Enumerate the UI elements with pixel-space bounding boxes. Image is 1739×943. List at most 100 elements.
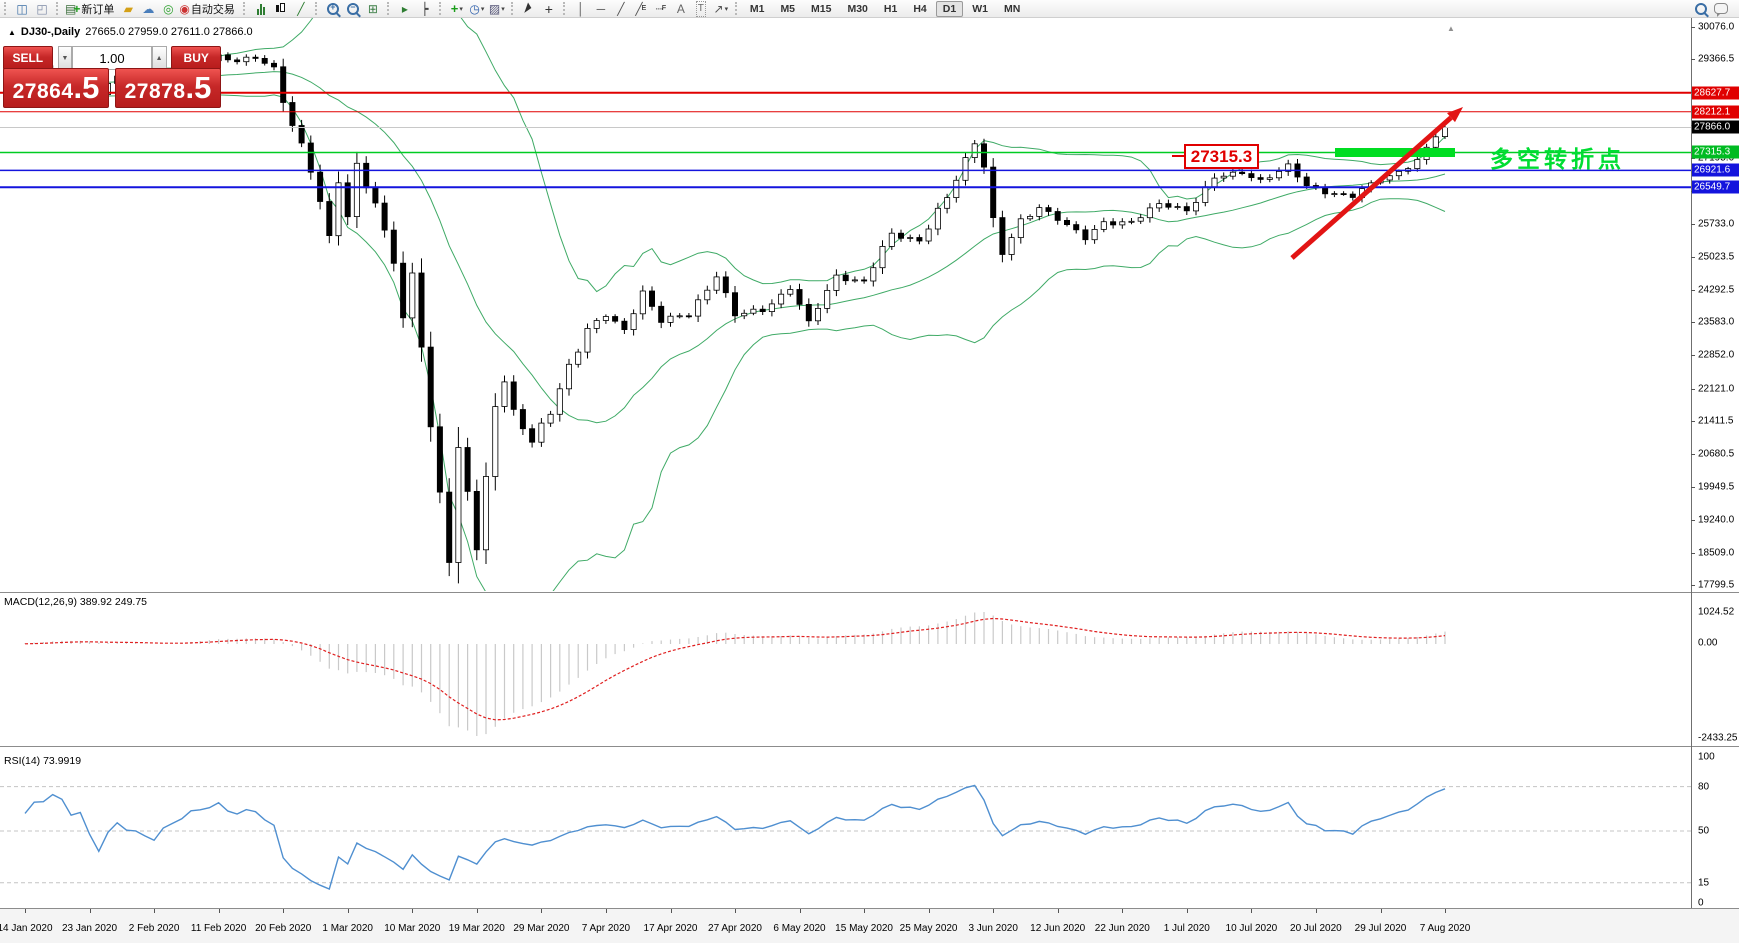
scroll-to-end-icon[interactable]: ▲ (1447, 24, 1455, 33)
price-tick-label: 22121.0 (1698, 383, 1735, 395)
date-tick (670, 909, 672, 913)
date-tick (864, 909, 866, 913)
auto-scroll-icon[interactable]: ▸ (401, 1, 408, 16)
charts-window-icon[interactable]: ◫ (16, 1, 28, 16)
date-tick (605, 909, 607, 913)
date-tick (154, 909, 156, 913)
date-label: 7 Aug 2020 (1419, 923, 1471, 934)
price-tick-label: 20680.5 (1698, 448, 1735, 460)
timeframe-m5-button[interactable]: M5 (780, 2, 796, 15)
market-watch-icon[interactable]: ◰ (36, 1, 48, 16)
date-tick (735, 909, 736, 913)
trendline-icon[interactable]: ╱ (617, 1, 625, 16)
templates-button[interactable]: ▨ ▾ (487, 1, 507, 17)
timeframe-h4-button[interactable]: H4 (913, 2, 927, 15)
main-chart-canvas[interactable] (0, 17, 1691, 591)
date-tick (1057, 909, 1059, 913)
timeframe-m1-button[interactable]: M1 (749, 2, 765, 15)
price-tag-label: 28627.7 (1692, 86, 1739, 100)
community-icon[interactable]: ☁ (142, 1, 155, 16)
periods-button[interactable]: ◷ ▾ (467, 1, 487, 17)
date-label: 19 Mar 2020 (448, 923, 505, 934)
panel-separator[interactable] (0, 592, 1739, 593)
price-tick (1691, 355, 1695, 357)
fibonacci-icon[interactable]: ┈ F (655, 1, 667, 16)
buy-price-button[interactable]: 27878 .5 (115, 68, 221, 108)
cursor-icon[interactable] (519, 1, 539, 17)
level-price-callout[interactable]: 27315.3 (1172, 144, 1259, 169)
plus-icon: + (73, 1, 81, 16)
toolbar-grip[interactable] (4, 2, 8, 15)
price-tag-label: 27866.0 (1692, 120, 1739, 134)
date-label: 17 Apr 2020 (643, 923, 698, 934)
signals-icon[interactable]: ◎ (163, 1, 174, 16)
buy-button[interactable]: BUY (171, 46, 221, 70)
new-order-button[interactable]: ▤ + 新订单 (64, 1, 118, 17)
panel-separator[interactable] (0, 746, 1739, 747)
volume-input[interactable]: 1.00 (72, 46, 152, 70)
equidistant-channel-icon[interactable]: ╱ E (635, 1, 647, 16)
date-label: 22 Jun 2020 (1094, 923, 1150, 934)
history-center-icon[interactable]: ▰ (123, 1, 133, 16)
autotrade-icon: ◉ (179, 1, 190, 16)
price-tick-label: 25733.0 (1698, 218, 1735, 230)
toolbar-grip[interactable] (56, 2, 60, 15)
date-tick (283, 909, 285, 913)
date-axis[interactable]: 14 Jan 2020 23 Jan 2020 2 Feb 2020 11 Feb 2… (0, 908, 1739, 943)
timeframe-h1-button[interactable]: H1 (883, 2, 898, 15)
toolbar-grip[interactable] (562, 2, 567, 15)
sell-button[interactable]: SELL (3, 46, 53, 70)
candlestick-chart-icon[interactable] (271, 1, 291, 17)
date-tick (1380, 909, 1382, 913)
toolbar-grip[interactable] (386, 2, 391, 15)
toolbar-grip[interactable] (242, 2, 247, 15)
price-tick (1691, 256, 1695, 258)
timeframe-mn-button[interactable]: MN (1003, 2, 1021, 15)
price-tick (1691, 552, 1695, 554)
timeframe-m15-button[interactable]: M15 (811, 2, 832, 15)
arrows-tool-button[interactable]: ↗ ▾ (713, 1, 729, 16)
rsi-scale-label: 50 (1698, 825, 1710, 837)
toolbar-grip[interactable] (314, 2, 319, 15)
sell-price-frac: .5 (73, 70, 100, 105)
crosshair-icon[interactable]: + (544, 0, 553, 17)
indicators-button[interactable]: + ▾ (447, 1, 467, 17)
date-tick (412, 909, 414, 913)
autotrade-button[interactable]: ◉ 自动交易 (178, 1, 238, 17)
horizontal-line-icon[interactable]: ─ (596, 1, 606, 16)
search-icon[interactable] (1691, 1, 1711, 17)
toolbar-grip[interactable] (438, 2, 443, 15)
collapse-icon[interactable]: ▲ (8, 27, 16, 37)
date-tick (1445, 909, 1446, 913)
timeframe-m30-button[interactable]: M30 (847, 2, 868, 15)
timeframe-w1-button[interactable]: W1 (972, 2, 988, 15)
date-label: 10 Jul 2020 (1225, 923, 1278, 934)
price-tick (1691, 454, 1695, 456)
macd-panel-canvas[interactable] (0, 592, 1691, 747)
volume-increase-button[interactable]: ▲ (151, 46, 167, 70)
vertical-line-icon[interactable]: │ (577, 1, 585, 16)
date-label: 29 Mar 2020 (513, 923, 570, 934)
toolbar-grip[interactable] (734, 2, 739, 15)
tile-windows-icon[interactable]: ⊞ (367, 1, 378, 16)
text-label-icon[interactable]: T (691, 0, 711, 17)
timeframe-d1-button[interactable]: D1 (935, 0, 964, 17)
chart-shift-icon[interactable]: ┝ (421, 1, 429, 16)
zoom-in-icon[interactable]: + (323, 1, 343, 17)
zoom-out-icon[interactable]: − (343, 1, 363, 17)
volume-decrease-button[interactable]: ▼ (57, 46, 73, 70)
price-tick (1691, 487, 1695, 489)
chat-icon[interactable] (1711, 1, 1731, 17)
line-chart-icon[interactable]: ╱ (297, 1, 305, 16)
date-label: 12 Jun 2020 (1030, 923, 1086, 934)
pivot-annotation-text[interactable]: 多空转折点 (1490, 146, 1625, 172)
price-tick (1691, 59, 1695, 61)
chart-header: ▲ DJ30-,Daily 27665.0 27959.0 27611.0 27… (8, 26, 253, 38)
rsi-panel-canvas[interactable] (0, 747, 1691, 908)
text-tool-icon[interactable]: A (676, 1, 685, 16)
toolbar-grip[interactable] (510, 2, 515, 15)
sell-price-button[interactable]: 27864 .5 (3, 68, 109, 108)
bar-chart-icon[interactable] (251, 1, 271, 17)
date-tick (1251, 909, 1253, 913)
price-tick-label: 22852.0 (1698, 349, 1735, 361)
